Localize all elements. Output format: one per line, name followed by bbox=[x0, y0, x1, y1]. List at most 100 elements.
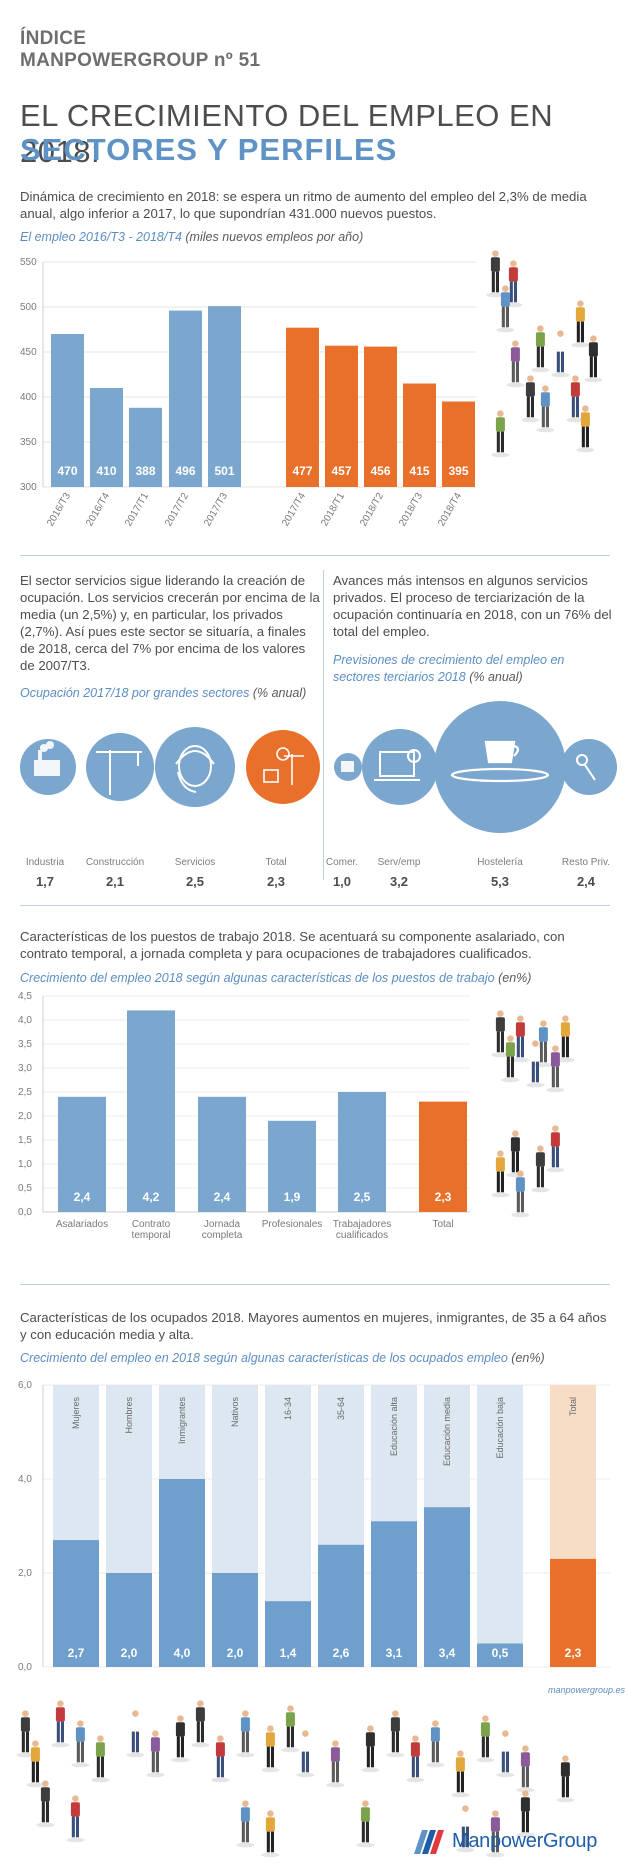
sector-label-servicios: Servicios bbox=[174, 857, 216, 868]
bar-2017/T3 bbox=[208, 306, 241, 487]
y-tick-label: 4,0 bbox=[18, 1474, 32, 1485]
sector-value-industria: 1,7 bbox=[35, 874, 55, 889]
person-icon bbox=[91, 1735, 110, 1783]
data-label: 2,4 bbox=[214, 1190, 231, 1204]
tertiary-label-comer: Comer. bbox=[325, 857, 359, 868]
bar-Educación baja bbox=[477, 1643, 523, 1667]
y-tick-label: 450 bbox=[20, 347, 37, 358]
person-icon bbox=[51, 1700, 70, 1748]
person-icon bbox=[261, 1810, 280, 1858]
person-icon bbox=[526, 1040, 545, 1088]
bar-Educación alta bbox=[371, 1521, 417, 1667]
tertiary-label-servemp: Serv/emp bbox=[377, 857, 421, 868]
category-label: Educación baja bbox=[495, 1397, 505, 1459]
person-icon bbox=[516, 1745, 535, 1793]
bar-2018/T1 bbox=[325, 345, 358, 487]
page-title: EL CRECIMIENTO DEL EMPLEO EN 2018: bbox=[20, 98, 554, 169]
chart1-subtitle: El empleo 2016/T3 - 2018/T4 (miles nuevo… bbox=[20, 230, 364, 244]
x-tick-label: Jornada bbox=[204, 1219, 241, 1230]
divider bbox=[20, 555, 610, 556]
x-tick-label: 2017/T4 bbox=[280, 491, 308, 529]
person-icon bbox=[476, 1715, 495, 1763]
y-tick-label: 0,0 bbox=[18, 1207, 32, 1218]
person-icon bbox=[16, 1710, 35, 1758]
x-tick-label: Contrato bbox=[132, 1219, 171, 1230]
divider bbox=[20, 1284, 610, 1285]
person-icon bbox=[36, 1780, 55, 1828]
people-illustration-2 bbox=[491, 1010, 575, 1218]
x-tick-label: 2017/T3 bbox=[202, 491, 230, 529]
sector-label-industria: Industria bbox=[25, 857, 65, 868]
y-tick-label: 400 bbox=[20, 392, 37, 403]
data-label: 388 bbox=[135, 464, 155, 478]
person-icon bbox=[551, 330, 570, 378]
person-icon bbox=[296, 1730, 315, 1778]
section4-intro: Características de los ocupados 2018. Ma… bbox=[20, 1310, 607, 1342]
data-label: 4,2 bbox=[143, 1190, 160, 1204]
person-icon bbox=[451, 1750, 470, 1798]
person-icon bbox=[516, 1790, 535, 1838]
data-label: 395 bbox=[448, 464, 468, 478]
person-icon bbox=[211, 1735, 230, 1783]
data-label: 410 bbox=[96, 464, 116, 478]
data-label: 2,4 bbox=[74, 1190, 91, 1204]
people-illustration-3 bbox=[16, 1700, 575, 1858]
person-icon bbox=[236, 1710, 255, 1758]
laptop-gears-icon bbox=[362, 729, 438, 805]
y-tick-label: 550 bbox=[20, 257, 37, 268]
data-label: 2,5 bbox=[354, 1190, 371, 1204]
person-icon bbox=[571, 300, 590, 348]
footer-url[interactable]: manpowergroup.es bbox=[548, 1685, 626, 1695]
person-icon bbox=[556, 1755, 575, 1803]
person-icon bbox=[504, 260, 523, 308]
chart3-worker-characteristics: 0,0 2,0 4,0 6,0 2,7 Mujeres 2,0 Hombres 4,0 Inmi… bbox=[18, 1380, 610, 1673]
person-icon bbox=[531, 1145, 550, 1193]
person-icon bbox=[191, 1700, 210, 1748]
y-tick-label: 2,5 bbox=[18, 1087, 32, 1098]
person-icon bbox=[536, 385, 555, 433]
x-tick-label: Asalariados bbox=[56, 1219, 108, 1230]
person-icon bbox=[71, 1720, 90, 1768]
keys-icon bbox=[561, 739, 617, 795]
person-icon bbox=[501, 1035, 520, 1083]
data-label: 470 bbox=[57, 464, 77, 478]
y-tick-label: 2,0 bbox=[18, 1568, 32, 1579]
person-icon bbox=[236, 1800, 255, 1848]
person-icon bbox=[506, 1130, 525, 1178]
x-tick-label: cualificados bbox=[336, 1230, 388, 1241]
data-label: 456 bbox=[370, 464, 390, 478]
y-tick-label: 4,0 bbox=[18, 1015, 32, 1026]
bar-2017/T1 bbox=[129, 407, 162, 487]
person-icon bbox=[566, 375, 585, 423]
person-icon bbox=[511, 1015, 530, 1063]
bar-background bbox=[477, 1385, 523, 1667]
tertiary-value-resto: 2,4 bbox=[576, 874, 596, 889]
section1-intro: Dinámica de crecimiento en 2018: se espe… bbox=[20, 189, 587, 221]
y-tick-label: 300 bbox=[20, 482, 37, 493]
sector-bubbles bbox=[20, 701, 617, 833]
data-label: 477 bbox=[292, 464, 312, 478]
person-icon bbox=[491, 1150, 510, 1198]
tertiary-value-hosteleria: 5,3 bbox=[490, 874, 510, 889]
person-icon bbox=[531, 325, 550, 373]
category-label: Mujeres bbox=[71, 1397, 81, 1430]
data-label: 2,0 bbox=[121, 1646, 138, 1660]
person-icon bbox=[491, 410, 510, 458]
chart2-subtitle: Crecimiento del empleo 2018 según alguna… bbox=[20, 971, 532, 985]
crane-icon bbox=[86, 733, 154, 801]
chart1-employment-bars: 300 350 400 450 500 550 470 2016/T3 410 2016/T4 3… bbox=[20, 257, 476, 529]
y-tick-label: 2,0 bbox=[18, 1111, 32, 1122]
bar-Inmigrantes bbox=[159, 1479, 205, 1667]
person-icon bbox=[406, 1735, 425, 1783]
person-icon bbox=[486, 250, 505, 298]
x-tick-label: 2018/T3 bbox=[397, 491, 425, 529]
person-icon bbox=[546, 1045, 565, 1093]
bar-Nativos bbox=[212, 1573, 258, 1667]
bar-Trabajadores cualificados bbox=[338, 1092, 386, 1212]
x-tick-label: 2018/T2 bbox=[358, 491, 386, 529]
logo-mark-icon bbox=[414, 1830, 444, 1854]
tertiary-value-servemp: 3,2 bbox=[389, 874, 409, 889]
bar-2018/T2 bbox=[364, 346, 397, 487]
x-tick-label: completa bbox=[202, 1230, 243, 1241]
person-icon bbox=[326, 1740, 345, 1788]
